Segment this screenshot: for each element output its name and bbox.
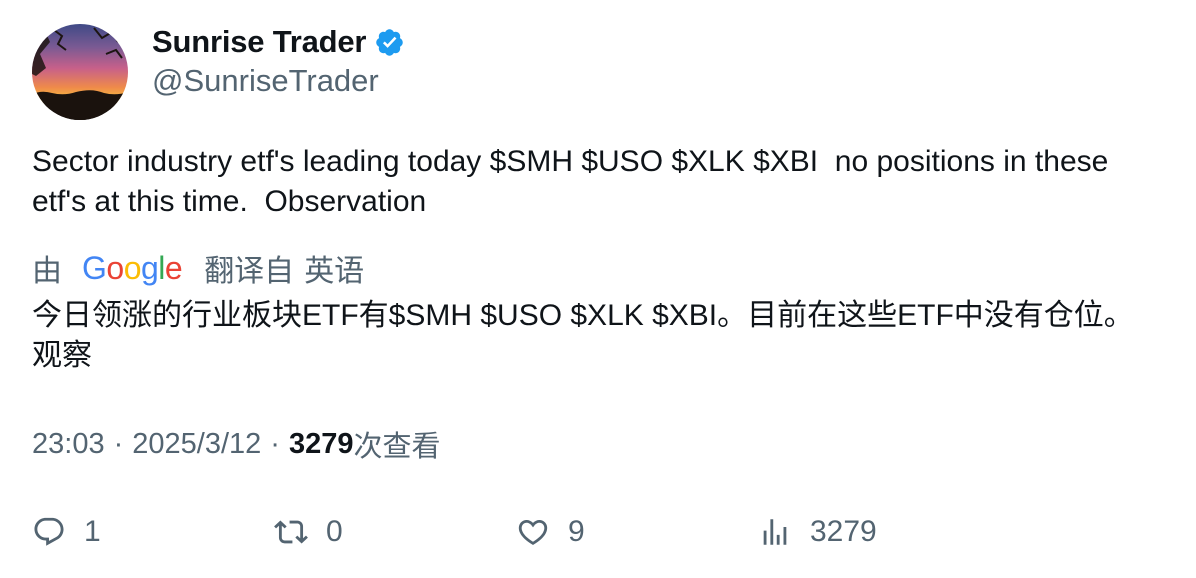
avatar[interactable] [32, 24, 128, 120]
views-count-action: 3279 [810, 515, 877, 548]
meta-separator: · [270, 427, 280, 460]
translation-attribution[interactable]: 由 Google 翻译自 英语 [32, 248, 365, 289]
heart-icon [518, 519, 548, 545]
retweet-button[interactable]: 0 [274, 510, 343, 554]
translation-source-language: 英语 [304, 255, 365, 288]
meta-separator: · [113, 427, 124, 460]
like-count: 9 [568, 515, 585, 548]
author-display-name[interactable]: Sunrise Trader [152, 24, 367, 59]
tweet-date[interactable]: 2025/3/12 [132, 427, 262, 460]
tweet-time[interactable]: 23:03 [32, 427, 105, 460]
tweet-text: Sector industry etf's leading today $SMH… [32, 145, 1117, 218]
translation-from-label: 翻译自 [204, 255, 295, 288]
author-handle[interactable]: @SunriseTrader [152, 63, 379, 98]
views-button[interactable]: 3279 [758, 510, 877, 554]
views-count: 3279 [288, 427, 354, 460]
translated-tweet-text: 今日领涨的行业板块ETF有$SMH $USO $XLK $XBI。目前在这些ET… [32, 299, 1134, 372]
verified-badge-icon [374, 27, 405, 58]
tweet-actions: 1 0 9 3279 [32, 510, 1162, 554]
translation-prefix: 由 [32, 255, 62, 288]
like-button[interactable]: 9 [516, 510, 585, 554]
views-label: 次查看 [353, 431, 441, 463]
reply-button[interactable]: 1 [32, 510, 101, 554]
google-logo: Google [82, 249, 183, 286]
views-chart-icon [763, 519, 787, 545]
retweet-count: 0 [326, 515, 343, 548]
avatar-image [32, 24, 128, 120]
tweet-meta: 23:03 · 2025/3/12 · 3279 次查看 [32, 424, 440, 464]
reply-count: 1 [84, 515, 101, 548]
author-name-row: Sunrise Trader [152, 22, 405, 62]
retweet-icon [274, 520, 308, 544]
reply-icon [34, 517, 64, 546]
